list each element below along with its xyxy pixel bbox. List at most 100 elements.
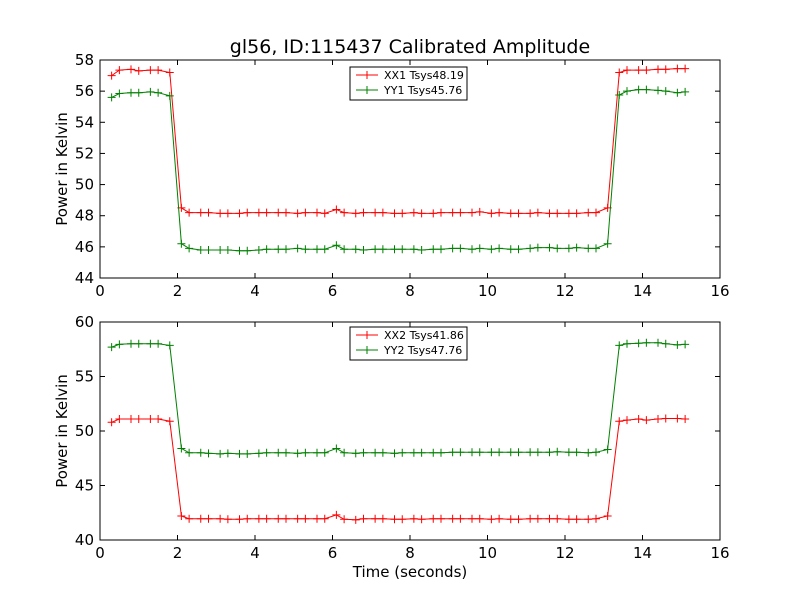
- data-point-marker: [216, 245, 225, 254]
- data-point-marker: [254, 449, 263, 458]
- data-point-marker: [615, 68, 624, 77]
- data-point-marker: [533, 208, 542, 217]
- y-tick-label: 44: [75, 269, 94, 287]
- data-point-marker: [293, 209, 302, 218]
- data-point-marker: [301, 208, 310, 217]
- data-point-marker: [642, 66, 651, 75]
- data-point-marker: [115, 340, 124, 349]
- data-point-marker: [371, 245, 380, 254]
- data-point-marker: [185, 208, 194, 217]
- data-point-marker: [127, 339, 135, 348]
- data-point-marker: [642, 338, 651, 347]
- data-point-marker: [553, 514, 562, 523]
- data-point-marker: [409, 208, 418, 217]
- data-point-marker: [409, 245, 418, 254]
- data-point-marker: [223, 245, 232, 254]
- x-tick-label: 4: [250, 544, 260, 562]
- data-point-marker: [592, 244, 600, 253]
- data-point-marker: [429, 245, 438, 254]
- y-tick-label: 58: [75, 51, 94, 69]
- data-point-marker: [572, 243, 581, 252]
- data-point-marker: [468, 208, 476, 217]
- data-point-marker: [533, 448, 542, 457]
- data-point-marker: [642, 85, 651, 94]
- data-point-marker: [584, 448, 593, 457]
- data-point-marker: [216, 514, 225, 523]
- legend-swatch-marker: [363, 71, 371, 79]
- data-point-marker: [204, 208, 213, 217]
- data-point-marker: [359, 514, 368, 523]
- data-point-marker: [134, 339, 143, 348]
- data-point-marker: [623, 87, 631, 96]
- data-point-marker: [564, 244, 573, 253]
- data-point-marker: [359, 208, 368, 217]
- data-point-marker: [313, 448, 321, 457]
- data-point-marker: [243, 246, 252, 255]
- data-point-marker: [506, 245, 515, 254]
- data-point-marker: [545, 514, 554, 523]
- data-point-marker: [371, 448, 380, 457]
- lower-series-group: [107, 338, 690, 524]
- data-point-marker: [165, 417, 174, 426]
- data-point-marker: [526, 244, 535, 253]
- data-point-marker: [196, 448, 205, 457]
- data-point-marker: [223, 515, 232, 524]
- data-point-marker: [154, 339, 163, 348]
- data-point-marker: [204, 245, 213, 254]
- upper-series-line-2: [111, 89, 686, 252]
- data-point-marker: [243, 449, 252, 458]
- data-point-marker: [390, 245, 399, 254]
- data-point-marker: [572, 515, 581, 524]
- legend-box: [349, 326, 468, 361]
- data-point-marker: [320, 448, 329, 457]
- data-point-marker: [351, 245, 360, 254]
- data-point-marker: [340, 515, 349, 524]
- data-point-marker: [681, 87, 690, 96]
- data-point-marker: [654, 338, 662, 347]
- data-point-marker: [254, 208, 263, 217]
- data-point-marker: [448, 448, 457, 457]
- upper-series-group: [107, 64, 690, 255]
- data-point-marker: [634, 66, 643, 75]
- data-point-marker: [545, 209, 554, 218]
- data-point-marker: [216, 209, 225, 218]
- x-tick-label: 4: [250, 282, 260, 300]
- data-point-marker: [437, 245, 445, 254]
- data-point-marker: [127, 415, 135, 424]
- data-point-marker: [351, 209, 360, 218]
- legend-swatch-marker: [363, 346, 371, 354]
- data-point-marker: [468, 448, 476, 457]
- data-point-marker: [456, 448, 465, 457]
- data-point-marker: [146, 87, 155, 96]
- data-point-marker: [332, 241, 341, 250]
- data-point-marker: [340, 448, 349, 457]
- data-point-marker: [262, 448, 271, 457]
- data-point-marker: [572, 448, 581, 457]
- legend-label: YY2 Tsys47.76: [383, 344, 462, 357]
- data-point-marker: [371, 208, 380, 217]
- data-point-marker: [495, 208, 504, 217]
- data-point-marker: [320, 245, 329, 254]
- x-axis-label: Time (seconds): [352, 563, 468, 581]
- y-tick-label: 52: [75, 144, 94, 162]
- data-point-marker: [154, 88, 163, 97]
- data-point-marker: [417, 245, 426, 254]
- data-point-marker: [293, 449, 302, 458]
- data-point-marker: [262, 245, 271, 254]
- data-point-marker: [661, 339, 670, 348]
- data-point-marker: [115, 415, 124, 424]
- x-tick-label: 8: [405, 544, 415, 562]
- data-point-marker: [332, 444, 341, 453]
- data-point-marker: [572, 209, 581, 218]
- data-point-marker: [495, 514, 504, 523]
- data-point-marker: [487, 448, 496, 457]
- x-tick-label: 14: [633, 282, 652, 300]
- data-point-marker: [634, 415, 643, 424]
- data-point-marker: [398, 515, 407, 524]
- data-point-marker: [115, 66, 124, 75]
- data-point-marker: [146, 66, 155, 75]
- x-tick-label: 8: [405, 282, 415, 300]
- data-point-marker: [243, 208, 252, 217]
- data-point-marker: [545, 243, 554, 252]
